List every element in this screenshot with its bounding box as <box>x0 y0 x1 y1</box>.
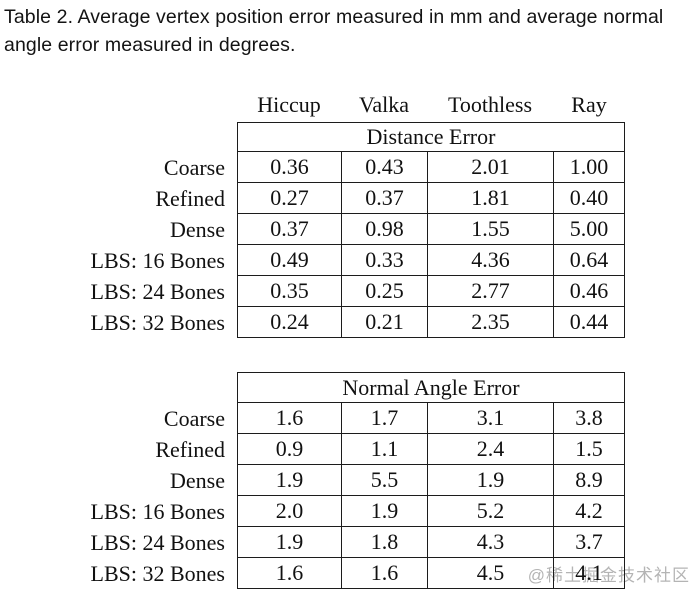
value-cell: 0.36 <box>237 152 341 183</box>
table-title: Distance Error <box>237 122 625 152</box>
value-cell: 2.0 <box>237 496 341 527</box>
caption-line-1: Table 2. Average vertex position error m… <box>4 6 664 28</box>
value-cell: 0.37 <box>237 214 341 245</box>
table-caption: Table 2. Average vertex position error m… <box>4 4 693 59</box>
value-cell: 0.37 <box>341 183 427 214</box>
value-cell: 4.36 <box>427 245 553 276</box>
row-label: LBS: 16 Bones <box>90 498 225 524</box>
value-cell: 0.9 <box>237 434 341 465</box>
row-label: Refined <box>155 185 225 211</box>
value-cell: 5.00 <box>553 214 625 245</box>
value-cell: 0.49 <box>237 245 341 276</box>
row-label: Coarse <box>163 405 225 431</box>
row-label: Refined <box>155 436 225 462</box>
value-cell: 3.1 <box>427 403 553 434</box>
value-cell: 1.81 <box>427 183 553 214</box>
value-cell: 0.24 <box>237 307 341 338</box>
value-cell: 1.00 <box>553 152 625 183</box>
watermark: @稀土掘金技术社区 <box>527 566 690 585</box>
value-cell: 0.21 <box>341 307 427 338</box>
col-header-ray: Ray <box>571 92 607 117</box>
row-label: Dense <box>170 216 225 242</box>
table-title: Normal Angle Error <box>237 372 625 403</box>
value-cell: 1.9 <box>427 465 553 496</box>
value-cell: 1.8 <box>341 527 427 558</box>
value-cell: 4.1 <box>553 558 625 589</box>
value-cell: 2.77 <box>427 276 553 307</box>
row-label: LBS: 24 Bones <box>90 529 225 555</box>
value-cell: 4.5 <box>427 558 553 589</box>
value-cell: 8.9 <box>553 465 625 496</box>
value-cell: 0.25 <box>341 276 427 307</box>
caption-line-2: angle error measured in degrees. <box>4 33 296 56</box>
row-label: LBS: 32 Bones <box>90 560 225 586</box>
value-cell: 1.55 <box>427 214 553 245</box>
row-label: Dense <box>170 467 225 493</box>
value-cell: 2.01 <box>427 152 553 183</box>
row-label: Coarse <box>163 154 225 180</box>
col-header-hiccup: Hiccup <box>257 92 321 117</box>
value-cell: 0.64 <box>553 245 625 276</box>
col-header-valka: Valka <box>358 92 410 117</box>
value-cell: 5.2 <box>427 496 553 527</box>
value-cell: 4.3 <box>427 527 553 558</box>
value-cell: 0.40 <box>553 183 625 214</box>
value-cell: 4.2 <box>553 496 625 527</box>
value-cell: 0.44 <box>553 307 625 338</box>
value-cell: 3.8 <box>553 403 625 434</box>
row-label: LBS: 16 Bones <box>90 247 225 273</box>
distance-error-table: Hiccup Valka Toothless Ray Distance Erro… <box>0 92 625 338</box>
value-cell: 1.6 <box>237 558 341 589</box>
value-cell: 3.7 <box>553 527 625 558</box>
value-cell: 0.33 <box>341 245 427 276</box>
row-label: LBS: 32 Bones <box>90 309 225 335</box>
value-cell: 1.6 <box>237 403 341 434</box>
value-cell: 1.6 <box>341 558 427 589</box>
col-header-toothless: Toothless <box>447 92 532 117</box>
value-cell: 0.98 <box>341 214 427 245</box>
value-cell: 2.35 <box>427 307 553 338</box>
value-cell: 0.46 <box>553 276 625 307</box>
value-cell: 1.9 <box>237 465 341 496</box>
value-cell: 0.43 <box>341 152 427 183</box>
value-cell: 1.5 <box>553 434 625 465</box>
value-cell: 0.35 <box>237 276 341 307</box>
value-cell: 0.27 <box>237 183 341 214</box>
value-cell: 5.5 <box>341 465 427 496</box>
value-cell: 2.4 <box>427 434 553 465</box>
value-cell: 1.7 <box>341 403 427 434</box>
normal-angle-error-table: Normal Angle Error Coarse 1.6 1.7 3.1 3.… <box>0 372 625 589</box>
value-cell: 1.9 <box>237 527 341 558</box>
value-cell: 1.9 <box>341 496 427 527</box>
value-cell: 1.1 <box>341 434 427 465</box>
row-label: LBS: 24 Bones <box>90 278 225 304</box>
